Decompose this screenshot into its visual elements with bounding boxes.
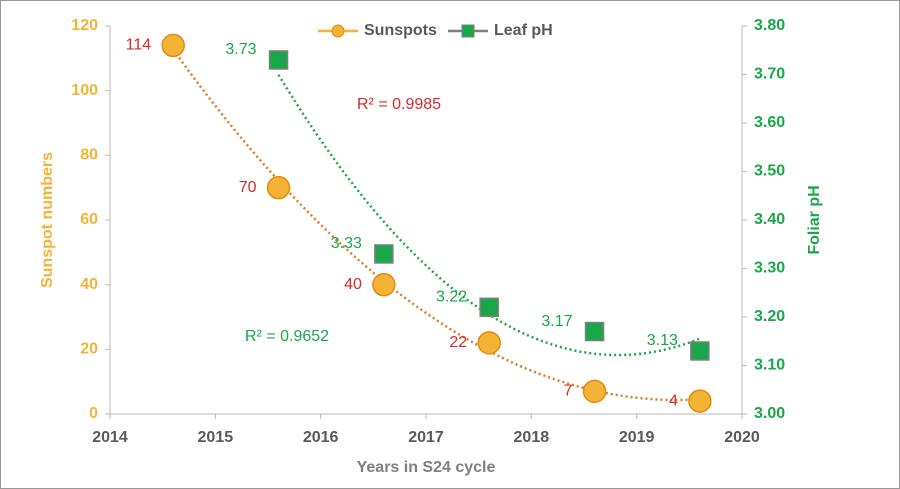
ph-marker bbox=[374, 244, 394, 264]
y2-tick-label: 3.50 bbox=[754, 163, 785, 180]
y2-tick-label: 3.20 bbox=[754, 308, 785, 325]
y2-tick-label: 3.40 bbox=[754, 211, 785, 228]
y2-tick-label: 3.30 bbox=[754, 260, 785, 277]
y-tick-label: 40 bbox=[80, 276, 98, 293]
trendline bbox=[277, 74, 701, 357]
y-axis-title: Sunspot numbers bbox=[39, 152, 56, 288]
trendline bbox=[172, 48, 700, 402]
sunspot-marker bbox=[477, 331, 501, 355]
data-label: 3.13 bbox=[647, 332, 678, 349]
y2-tick-label: 3.80 bbox=[754, 17, 785, 34]
y-tick-label: 0 bbox=[89, 405, 98, 422]
sunspot-marker bbox=[582, 379, 607, 404]
data-label: 3.33 bbox=[331, 235, 362, 252]
x-tick-label: 2016 bbox=[303, 429, 339, 446]
data-label: 4 bbox=[669, 392, 678, 409]
y2-tick-label: 3.10 bbox=[754, 357, 785, 374]
sunspot-marker bbox=[372, 272, 396, 297]
ph-marker bbox=[584, 321, 605, 342]
ph-marker bbox=[690, 341, 710, 361]
legend-label: Sunspots bbox=[364, 22, 437, 39]
data-label: 3.17 bbox=[541, 313, 572, 330]
data-label: 22 bbox=[449, 334, 467, 351]
sunspot-marker bbox=[161, 33, 185, 58]
ph-marker bbox=[479, 297, 499, 318]
x-tick-label: 2018 bbox=[514, 429, 550, 446]
data-label: 70 bbox=[239, 179, 257, 196]
r2-label: R² = 0.9985 bbox=[357, 96, 441, 113]
data-label: 3.73 bbox=[225, 41, 256, 58]
data-label: 3.22 bbox=[436, 289, 467, 306]
data-label: 114 bbox=[126, 37, 152, 54]
y2-tick-label: 3.60 bbox=[754, 114, 785, 131]
ph-marker bbox=[268, 50, 289, 70]
x-tick-label: 2017 bbox=[408, 429, 444, 446]
legend-label: Leaf pH bbox=[494, 22, 553, 39]
y-tick-label: 80 bbox=[80, 147, 98, 164]
y-tick-label: 60 bbox=[80, 211, 98, 228]
x-tick-label: 2020 bbox=[724, 429, 760, 446]
data-label: 7 bbox=[564, 383, 573, 400]
r2-label: R² = 0.9652 bbox=[245, 328, 329, 345]
x-tick-label: 2015 bbox=[198, 429, 234, 446]
y2-axis-title: Foliar pH bbox=[806, 185, 823, 254]
x-tick-label: 2014 bbox=[92, 429, 128, 446]
y-tick-label: 100 bbox=[71, 82, 98, 99]
sunspot-marker bbox=[688, 389, 712, 413]
y2-tick-label: 3.70 bbox=[754, 66, 785, 83]
data-label: 40 bbox=[344, 276, 362, 293]
y-tick-label: 20 bbox=[80, 341, 98, 358]
sunspot-marker bbox=[266, 175, 291, 200]
x-tick-label: 2019 bbox=[619, 429, 655, 446]
y-tick-label: 120 bbox=[71, 17, 98, 34]
legend-marker bbox=[461, 24, 475, 38]
y2-tick-label: 3.00 bbox=[754, 405, 785, 422]
x-axis-title: Years in S24 cycle bbox=[357, 459, 496, 476]
legend-marker bbox=[331, 24, 345, 38]
